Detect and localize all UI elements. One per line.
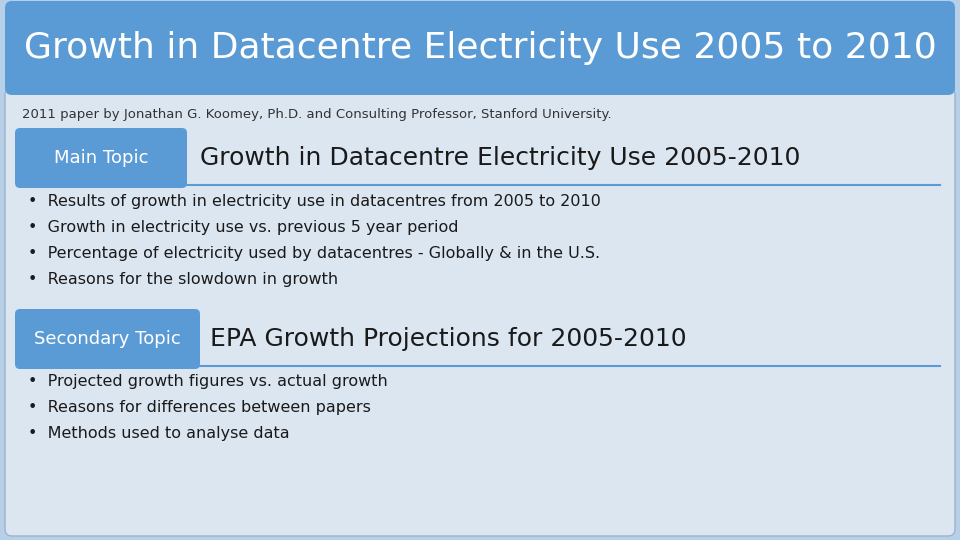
Text: •  Projected growth figures vs. actual growth: • Projected growth figures vs. actual gr… xyxy=(28,374,388,389)
Text: •  Results of growth in electricity use in datacentres from 2005 to 2010: • Results of growth in electricity use i… xyxy=(28,194,601,209)
Text: EPA Growth Projections for 2005-2010: EPA Growth Projections for 2005-2010 xyxy=(210,327,686,351)
Text: •  Methods used to analyse data: • Methods used to analyse data xyxy=(28,426,290,441)
Text: Main Topic: Main Topic xyxy=(54,149,148,167)
Text: •  Percentage of electricity used by datacentres - Globally & in the U.S.: • Percentage of electricity used by data… xyxy=(28,246,600,261)
Text: Secondary Topic: Secondary Topic xyxy=(34,330,180,348)
Text: •  Reasons for the slowdown in growth: • Reasons for the slowdown in growth xyxy=(28,272,338,287)
FancyBboxPatch shape xyxy=(5,88,955,536)
FancyBboxPatch shape xyxy=(15,309,200,369)
Text: 2011 paper by Jonathan G. Koomey, Ph.D. and Consulting Professor, Stanford Unive: 2011 paper by Jonathan G. Koomey, Ph.D. … xyxy=(22,108,612,121)
Text: Growth in Datacentre Electricity Use 2005 to 2010: Growth in Datacentre Electricity Use 200… xyxy=(24,31,936,65)
FancyBboxPatch shape xyxy=(15,128,187,188)
Text: Growth in Datacentre Electricity Use 2005-2010: Growth in Datacentre Electricity Use 200… xyxy=(200,146,801,170)
FancyBboxPatch shape xyxy=(5,1,955,95)
Text: •  Growth in electricity use vs. previous 5 year period: • Growth in electricity use vs. previous… xyxy=(28,220,459,235)
Text: •  Reasons for differences between papers: • Reasons for differences between papers xyxy=(28,400,371,415)
